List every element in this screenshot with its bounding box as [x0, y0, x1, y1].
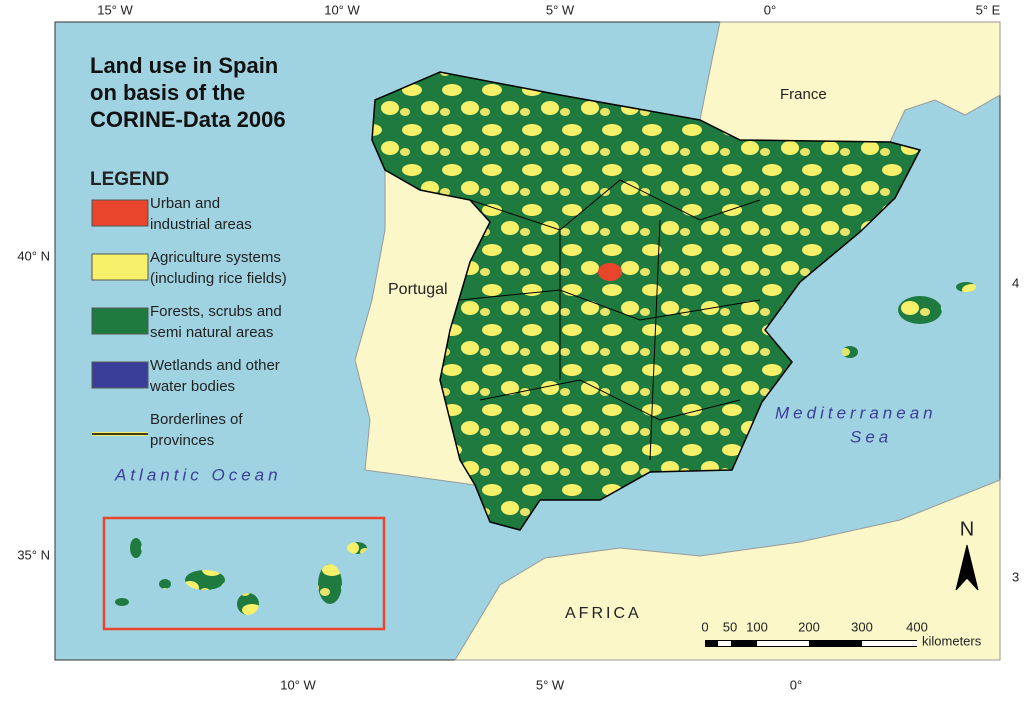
legend-text: industrial areas: [150, 216, 252, 233]
legend-swatch: [91, 307, 149, 335]
graticule-bottom: 5° W: [536, 677, 565, 692]
legend-swatch: [91, 361, 149, 389]
graticule-bottom: 0°: [790, 677, 802, 692]
graticule-top: 15° W: [97, 2, 133, 17]
legend-text: Forests, scrubs and: [150, 303, 282, 320]
mallorca: [898, 296, 942, 324]
graticule-top: 0°: [764, 2, 776, 17]
graticule-right: 4: [1012, 275, 1019, 290]
legend-text: Agriculture systems: [150, 249, 281, 266]
title-line: on basis of the: [90, 80, 245, 105]
scale-bar: [705, 640, 917, 647]
legend-text: Borderlines of: [150, 411, 243, 428]
scale-label: 100: [746, 619, 768, 634]
menorca: [956, 282, 976, 292]
legend-text: Wetlands and other: [150, 357, 280, 374]
label-atlantic: Atlantic Ocean: [114, 465, 282, 484]
title-line: Land use in Spain: [90, 53, 278, 78]
province-borders: [459, 179, 761, 461]
scale-label: 300: [851, 619, 873, 634]
graticule-left: 40° N: [17, 248, 50, 263]
graticule-bottom: 10° W: [280, 677, 316, 692]
label-mediterranean: Mediterranean: [775, 403, 937, 422]
canary-islands: [115, 538, 367, 615]
scale-label: 50: [723, 619, 737, 634]
scale-unit: kilometers: [922, 633, 982, 648]
graticule-top: 5° E: [976, 2, 1001, 17]
canary-box: [102, 516, 386, 631]
legend-text: provinces: [150, 432, 214, 449]
title-line: CORINE-Data 2006: [90, 107, 286, 132]
scale-label: 0: [701, 619, 708, 634]
scale-label: 400: [906, 619, 928, 634]
legend-text: semi natural areas: [150, 324, 273, 341]
label-portugal: Portugal: [388, 281, 448, 298]
scale-label: 200: [798, 619, 820, 634]
graticule-top: 5° W: [546, 2, 575, 17]
north-label: N: [960, 518, 974, 540]
france: [699, 21, 1001, 143]
spain: [371, 71, 922, 531]
label-mediterranean: Sea: [850, 427, 892, 446]
label-africa: AFRICA: [565, 605, 642, 622]
legend-swatch: [91, 199, 149, 227]
madrid: [598, 263, 622, 281]
legend-text: water bodies: [149, 378, 235, 395]
graticule-right: 3: [1012, 569, 1019, 584]
graticule-top: 10° W: [324, 2, 360, 17]
graticule-left: 35° N: [17, 547, 50, 562]
legend-text: (including rice fields): [150, 270, 287, 287]
label-france: France: [780, 86, 827, 103]
legend-text: Urban and: [150, 195, 220, 212]
ibiza: [842, 346, 858, 358]
legend-swatch: [91, 253, 149, 281]
north-arrow: [955, 544, 979, 591]
africa: [454, 479, 1001, 661]
legend-heading: LEGEND: [90, 169, 169, 190]
